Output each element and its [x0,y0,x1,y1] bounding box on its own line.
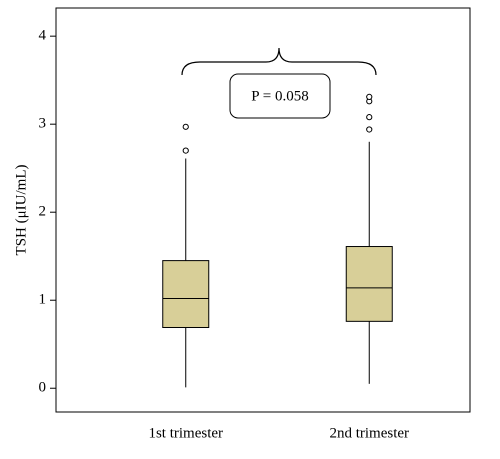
box [162,260,210,329]
box [345,246,393,322]
plot-frame [55,7,471,413]
y-axis-label: TSH (μIU/mL) [13,165,29,256]
outlier [366,114,373,121]
outlier [182,147,189,154]
y-tick-label: 1 [39,292,47,308]
x-tick-label: 1st trimester [148,425,223,441]
annotation: P = 0.058 [251,88,309,104]
bracket [181,47,377,76]
outlier [182,123,189,130]
y-tick-label: 3 [39,116,47,132]
y-tick-label: 4 [39,28,47,44]
x-tick-label: 2nd trimester [329,425,409,441]
outlier [366,126,373,133]
annotation-box [229,73,331,119]
y-tick-label: 0 [39,380,47,396]
y-tick-label: 2 [39,204,47,220]
outlier [366,93,373,100]
